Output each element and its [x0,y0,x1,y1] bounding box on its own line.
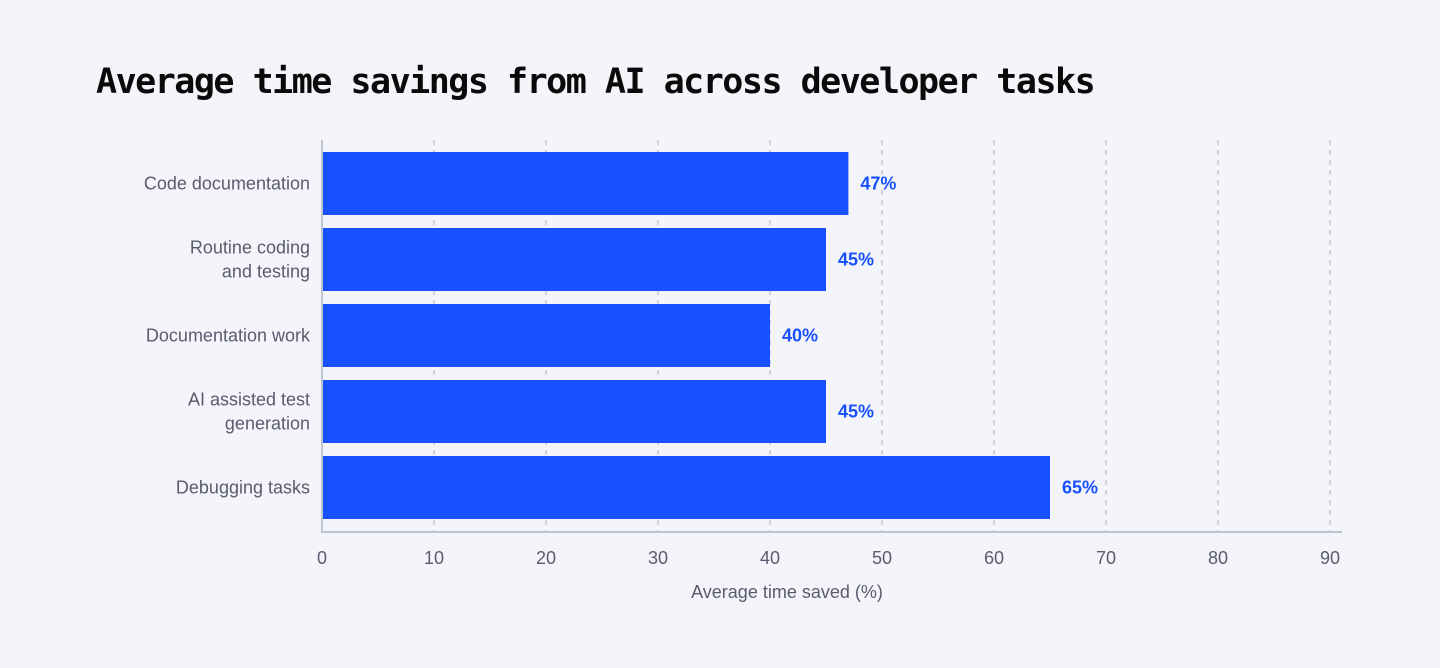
x-tick-label: 40 [760,548,780,568]
category-label: Routine coding [190,238,310,258]
bar [323,228,826,291]
x-axis-title: Average time saved (%) [691,582,883,602]
x-tick-label: 50 [872,548,892,568]
data-label: 47% [860,174,896,194]
category-label: generation [225,414,310,434]
data-label: 45% [838,402,874,422]
data-label: 45% [838,250,874,270]
category-label: and testing [222,262,310,282]
category-label: Debugging tasks [176,478,310,498]
bar [323,456,1050,519]
x-tick-label: 70 [1096,548,1116,568]
data-label: 40% [782,326,818,346]
bar [323,304,770,367]
x-tick-label: 80 [1208,548,1228,568]
bar [323,380,826,443]
bar [323,152,849,215]
category-label: Code documentation [144,174,310,194]
x-tick-label: 60 [984,548,1004,568]
x-tick-label: 10 [424,548,444,568]
category-label: AI assisted test [188,390,310,410]
x-tick-label: 0 [317,548,327,568]
x-tick-label: 30 [648,548,668,568]
category-label: Documentation work [146,326,311,346]
x-tick-label: 90 [1320,548,1340,568]
data-label: 65% [1062,478,1098,498]
chart-title: Average time savings from AI across deve… [96,62,1096,102]
x-tick-label: 20 [536,548,556,568]
